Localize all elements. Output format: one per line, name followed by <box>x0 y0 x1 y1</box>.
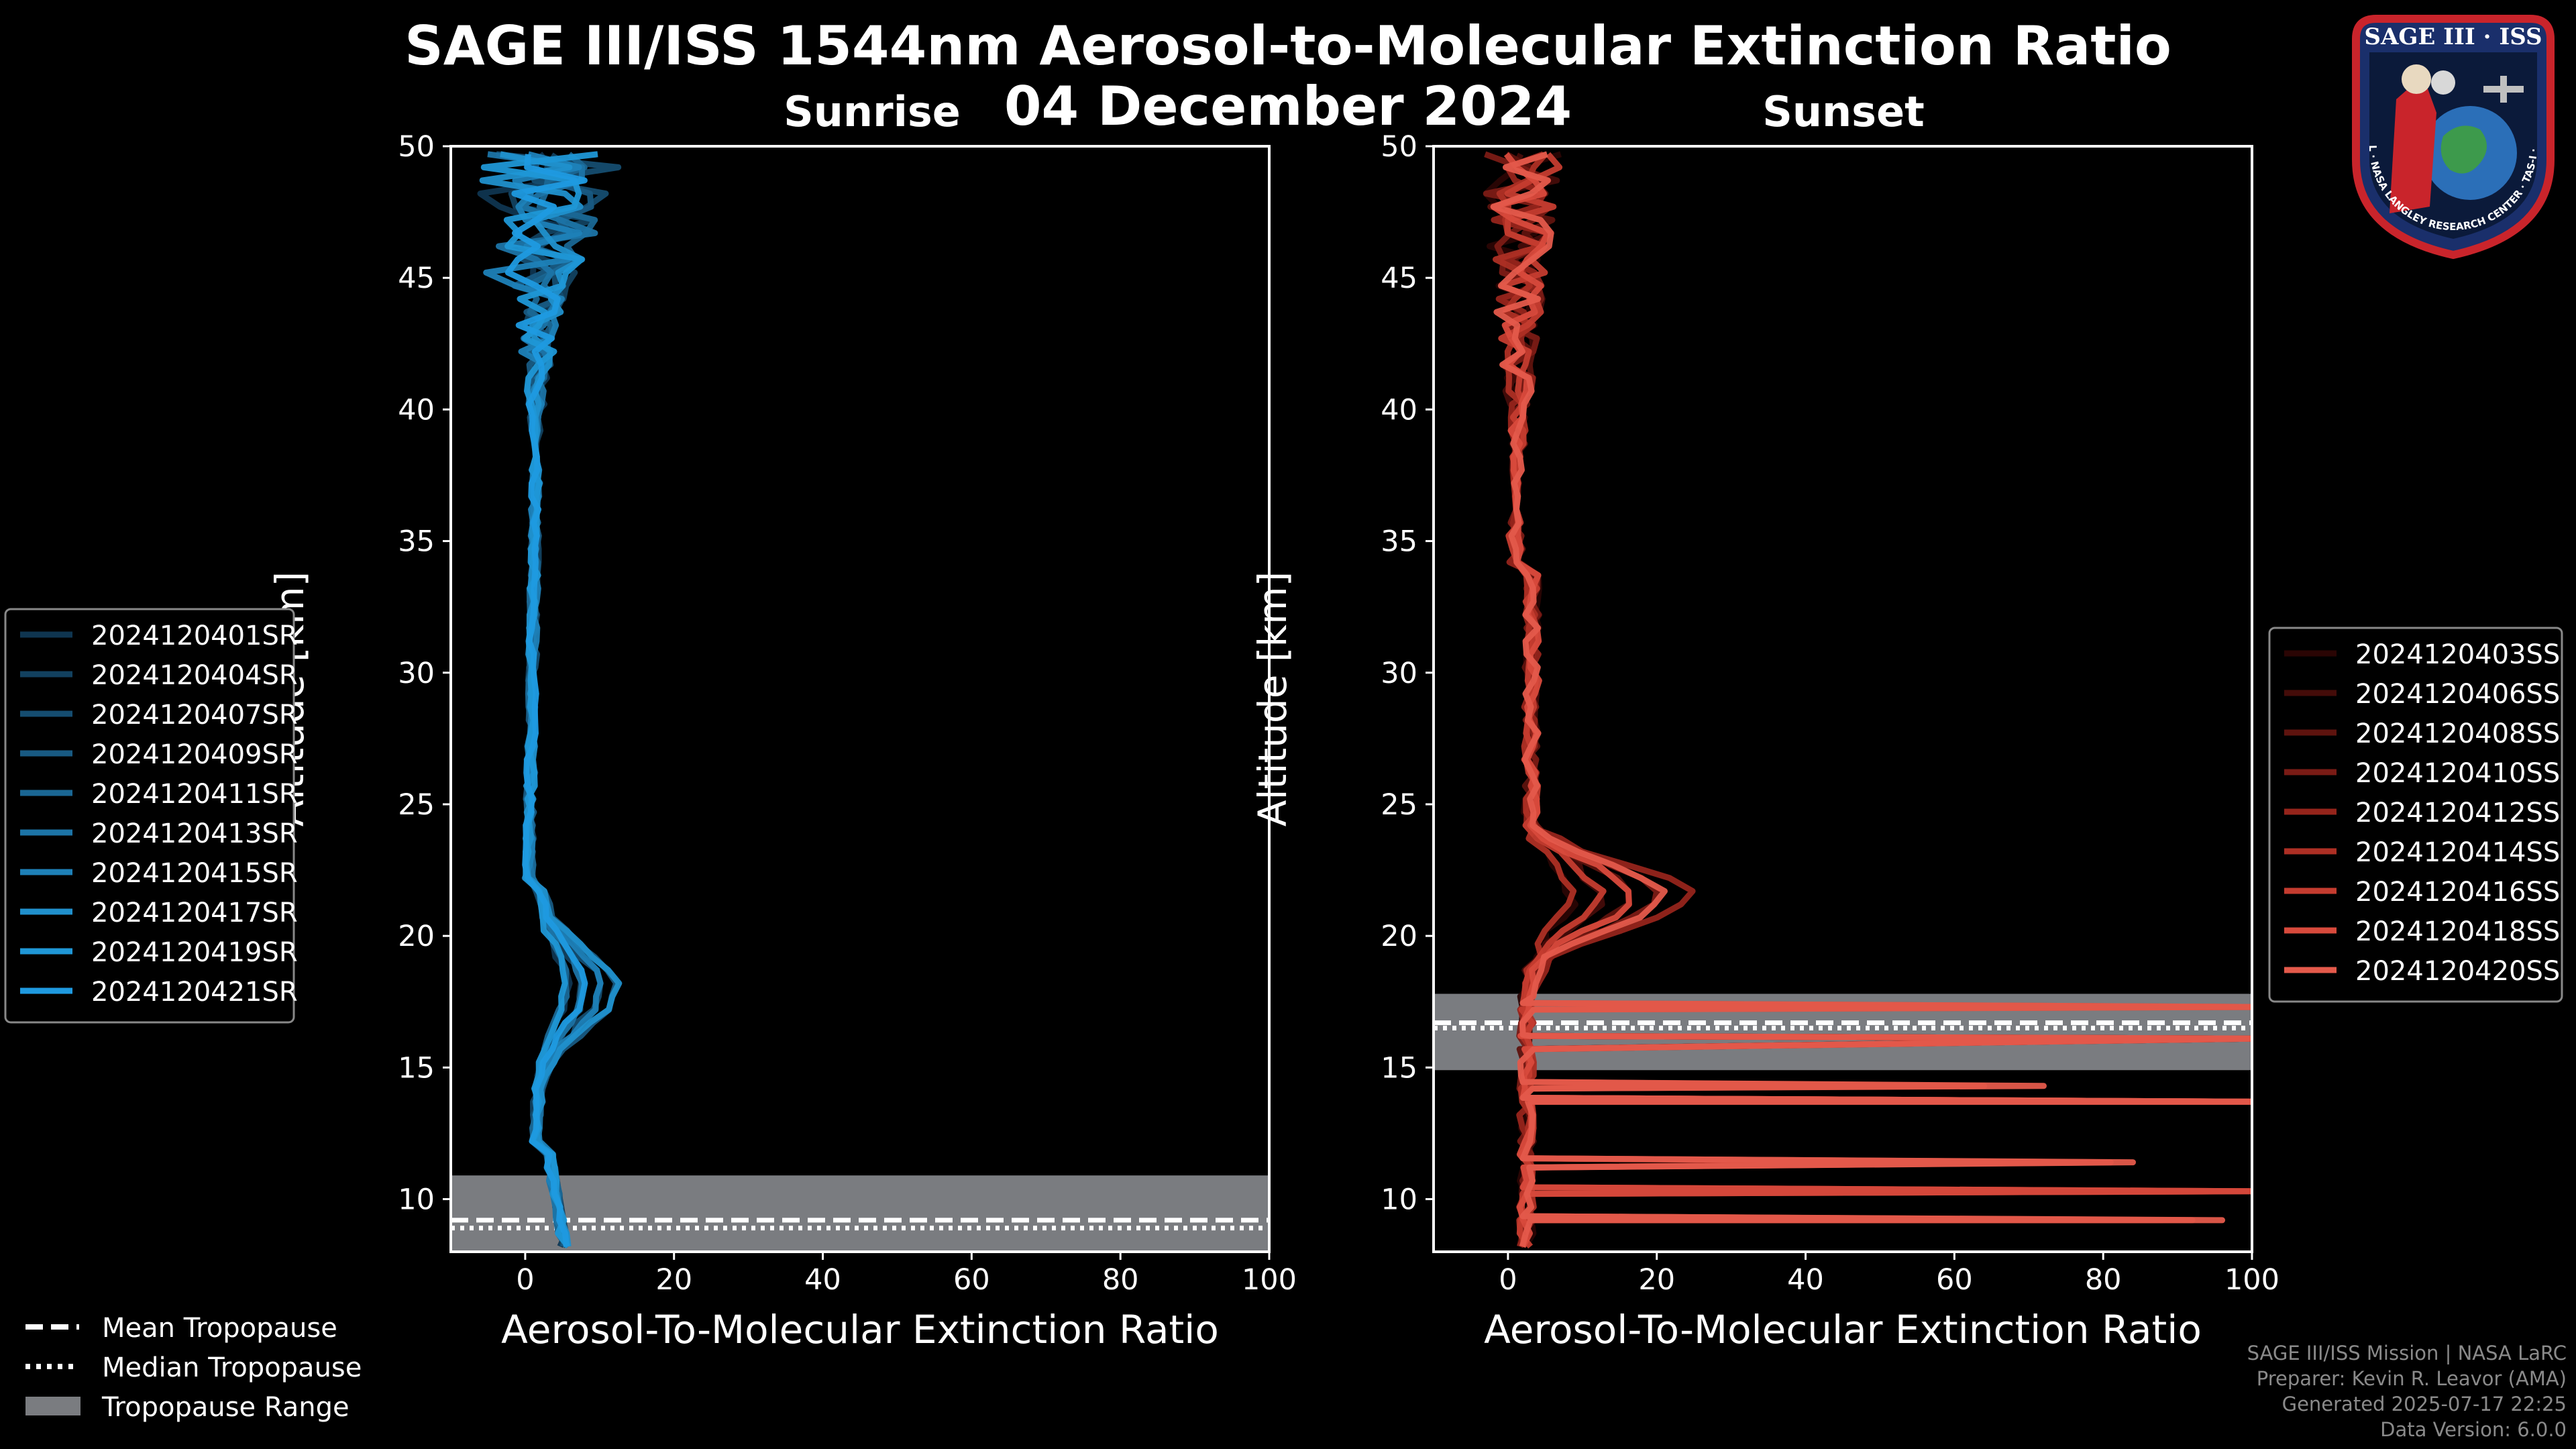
legend-layer: 2024120401SR 2024120404SR 2024120407SR 2024… <box>4 608 2563 1423</box>
sunset-x-axis-label: Aerosol-To-Molecular Extinction Ratio <box>1484 1307 2202 1352</box>
credits-block: SAGE III/ISS Mission | NASA LaRC Prepare… <box>2247 1340 2567 1442</box>
sunrise-x-axis-label: Aerosol-To-Molecular Extinction Ratio <box>501 1307 1219 1352</box>
legend-label-2024120414SS: 2024120414SS <box>2355 837 2560 868</box>
legend-label-2024120412SS: 2024120412SS <box>2355 798 2560 828</box>
sunrise-xtick-label: 40 <box>804 1263 841 1297</box>
sunset-xtick-label: 0 <box>1499 1263 1517 1297</box>
legend-label-2024120410SS: 2024120410SS <box>2355 758 2560 789</box>
legend-label-2024120419SR: 2024120419SR <box>91 937 298 968</box>
sunrise-xtick-label: 80 <box>1102 1263 1139 1297</box>
credits-generated: Generated 2025-07-17 22:25 <box>2282 1393 2567 1415</box>
sunset-ytick-label: 35 <box>1381 525 1417 559</box>
sunset-legend-box <box>2268 627 2563 1003</box>
sunrise-xtick-label: 60 <box>953 1263 990 1297</box>
sunrise-ytick-label: 25 <box>398 788 435 822</box>
legend-label-2024120417SR: 2024120417SR <box>91 898 298 928</box>
sunset-ytick-label: 45 <box>1381 262 1417 295</box>
sunrise-axes-frame <box>449 145 1271 1253</box>
sunrise-ytick-label: 15 <box>398 1051 435 1085</box>
sunset-y-axis-label: Altitude [km] <box>1250 572 1295 826</box>
sunrise-legend-box <box>4 608 295 1024</box>
legend-label-2024120418SS: 2024120418SS <box>2355 916 2560 947</box>
profile-2024120421SR <box>504 154 588 1247</box>
legend-label-2024120401SR: 2024120401SR <box>91 621 298 651</box>
sunset-ytick-label: 15 <box>1381 1051 1417 1085</box>
chart-date: 04 December 2024 <box>1004 75 1572 138</box>
sunset-ytick-label: 50 <box>1381 130 1417 164</box>
sunrise-profiles <box>477 151 623 1248</box>
sunset-panel-title: Sunset <box>1762 87 1925 136</box>
credits-preparer: Preparer: Kevin R. Leavor (AMA) <box>2256 1367 2567 1390</box>
legend-label-2024120403SS: 2024120403SS <box>2355 639 2560 670</box>
sunrise-xtick-label: 20 <box>655 1263 692 1297</box>
sunrise-ytick-label: 30 <box>398 657 435 690</box>
legend-label-2024120407SR: 2024120407SR <box>91 700 298 731</box>
legend-label-2024120421SR: 2024120421SR <box>91 977 298 1008</box>
legend-tropopause-range-swatch <box>25 1397 80 1415</box>
sunrise-xtick-label: 100 <box>1242 1263 1297 1297</box>
axes-layer: 0 20 40 60 80 100101520253035404550Aerosol-To… <box>267 130 2279 1352</box>
credits-mission: SAGE III/ISS Mission | NASA LaRC <box>2247 1342 2567 1364</box>
profile-2024120419SR <box>480 151 598 1248</box>
legend-label-2024120409SR: 2024120409SR <box>91 739 298 770</box>
profile-lines-layer <box>477 151 2252 1249</box>
sunrise-xtick-label: 0 <box>516 1263 534 1297</box>
sunrise-ytick-label: 20 <box>398 920 435 953</box>
sunrise-ytick-label: 10 <box>398 1183 435 1217</box>
profile-2024120420SS <box>1491 151 2252 1248</box>
chart-title: SAGE III/ISS 1544nm Aerosol-to-Molecular… <box>405 15 2171 77</box>
legend-label-2024120408SS: 2024120408SS <box>2355 718 2560 749</box>
sunset-xtick-label: 20 <box>1638 1263 1675 1297</box>
legend-label-2024120416SS: 2024120416SS <box>2355 877 2560 908</box>
legend-tropopause-label: Mean Tropopause <box>102 1313 337 1344</box>
legend-tropopause-label: Median Tropopause <box>102 1352 362 1383</box>
legend-label-2024120415SR: 2024120415SR <box>91 858 298 889</box>
credits-version: Data Version: 6.0.0 <box>2380 1418 2567 1441</box>
sunrise-ytick-label: 35 <box>398 525 435 559</box>
sunrise-ytick-label: 45 <box>398 262 435 295</box>
sunset-xtick-label: 100 <box>2224 1263 2279 1297</box>
sunset-ytick-label: 25 <box>1381 788 1417 822</box>
tropopause-layer <box>451 994 2252 1252</box>
legend-label-2024120413SR: 2024120413SR <box>91 818 298 849</box>
logo-title: SAGE III · ISS <box>2364 23 2542 50</box>
sunset-ytick-label: 40 <box>1381 393 1417 427</box>
sunrise-ytick-label: 40 <box>398 393 435 427</box>
legend-label-2024120404SR: 2024120404SR <box>91 660 298 691</box>
sunset-ytick-label: 10 <box>1381 1183 1417 1217</box>
profile-2024120417SR <box>479 151 623 1247</box>
sunrise-tropopause-range <box>451 1175 1269 1252</box>
legend-label-2024120411SR: 2024120411SR <box>91 779 298 810</box>
sunset-xtick-label: 40 <box>1787 1263 1824 1297</box>
sunset-ytick-label: 20 <box>1381 920 1417 953</box>
sunset-axes-frame <box>1432 145 2253 1253</box>
sunset-xtick-label: 80 <box>2085 1263 2122 1297</box>
profile-2024120407SR <box>496 151 622 1248</box>
legend-tropopause-label: Tropopause Range <box>101 1392 350 1423</box>
sage-iii-iss-mission-logo: SAGE III · ISS BALL · NASA LANGLEY RESEA… <box>2343 12 2555 260</box>
sunset-profiles <box>1483 151 2252 1249</box>
legend-label-2024120406SS: 2024120406SS <box>2355 679 2560 710</box>
sunrise-ytick-label: 50 <box>398 130 435 164</box>
sunset-xtick-label: 60 <box>1936 1263 1973 1297</box>
legend-label-2024120420SS: 2024120420SS <box>2355 956 2560 987</box>
sunrise-panel-title: Sunrise <box>784 87 961 136</box>
sunset-ytick-label: 30 <box>1381 657 1417 690</box>
